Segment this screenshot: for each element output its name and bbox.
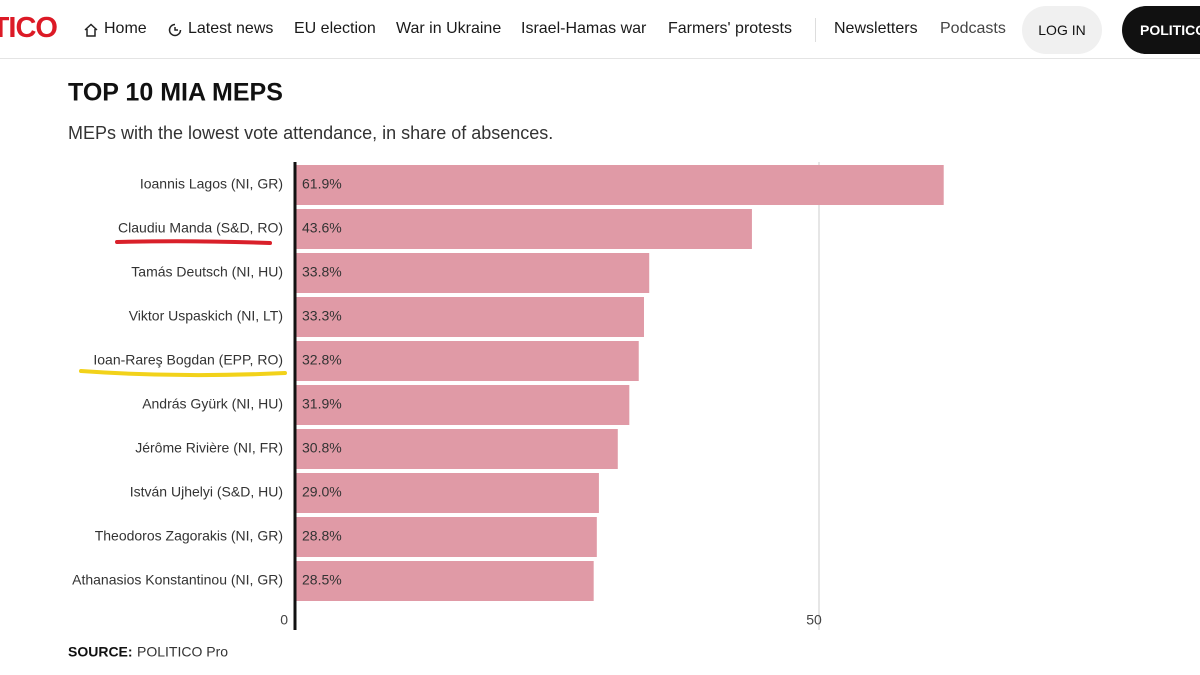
bar (295, 517, 597, 557)
x-tick-label: 0 (280, 612, 288, 628)
value-label: 28.8% (302, 528, 342, 544)
bar (295, 429, 618, 469)
bar (295, 473, 599, 513)
clock-icon (168, 23, 182, 37)
bar (295, 385, 630, 425)
home-icon (84, 23, 98, 37)
bar (295, 561, 594, 601)
value-label: 43.6% (302, 220, 342, 236)
logo[interactable]: POLITICO (0, 12, 58, 44)
bar (295, 165, 944, 205)
y-tick-label: Jérôme Rivière (NI, FR) (135, 440, 283, 456)
source-label: SOURCE: (68, 644, 133, 660)
value-label: 29.0% (302, 484, 342, 500)
value-label: 33.3% (302, 308, 342, 324)
bar (295, 253, 650, 293)
y-tick-label: Athanasios Konstantinou (NI, GR) (72, 572, 283, 588)
nav-link[interactable]: EU election (294, 20, 376, 37)
chart: TOP 10 MIA MEPS MEPs with the lowest vot… (68, 79, 944, 660)
y-tick-label: István Ujhelyi (S&D, HU) (130, 484, 283, 500)
bar (295, 297, 644, 337)
value-label: 30.8% (302, 440, 342, 456)
y-tick-label: Theodoros Zagorakis (NI, GR) (95, 528, 283, 544)
plot: 0 50 Ioannis Lagos (NI, GR) 61.9% Claudiu Ma… (72, 162, 944, 630)
x-tick-label: 50 (806, 612, 822, 628)
separator (815, 18, 816, 42)
y-tick-label: Claudiu Manda (S&D, RO) (118, 220, 283, 236)
y-tick-label: Ioannis Lagos (NI, GR) (140, 176, 283, 192)
nav-link[interactable]: Israel-Hamas war (521, 20, 647, 37)
source: POLITICO Pro (137, 644, 228, 660)
value-label: 28.5% (302, 572, 342, 588)
y-tick-label: Tamás Deutsch (NI, HU) (131, 264, 283, 280)
value-label: 31.9% (302, 396, 342, 412)
value-label: 61.9% (302, 176, 342, 192)
nav-link[interactable]: Farmers' protests (668, 20, 792, 37)
bar (295, 341, 639, 381)
y-tick-label: Ioan-Rareş Bogdan (EPP, RO) (93, 352, 283, 368)
top-nav: POLITICO Home Latest news EU election Wa… (0, 0, 1200, 59)
pro-button[interactable]: POLITICO (1122, 6, 1200, 54)
red-underline (115, 239, 272, 245)
value-label: 32.8% (302, 352, 342, 368)
nav-link[interactable]: War in Ukraine (396, 20, 502, 37)
nav-link[interactable]: Home (104, 20, 147, 37)
y-tick-label: Viktor Uspaskich (NI, LT) (129, 308, 283, 324)
bar (295, 209, 752, 249)
yellow-underline (79, 369, 287, 378)
chart-title: TOP 10 MIA MEPS (68, 79, 283, 107)
y-tick-label: András Gyürk (NI, HU) (142, 396, 283, 412)
value-label: 33.8% (302, 264, 342, 280)
nav-link[interactable]: Podcasts (940, 20, 1006, 37)
chart-subtitle: MEPs with the lowest vote attendance, in… (68, 123, 553, 143)
nav-link[interactable]: Newsletters (834, 20, 918, 37)
nav-link[interactable]: Latest news (188, 20, 274, 37)
login-button[interactable]: LOG IN (1022, 6, 1102, 54)
